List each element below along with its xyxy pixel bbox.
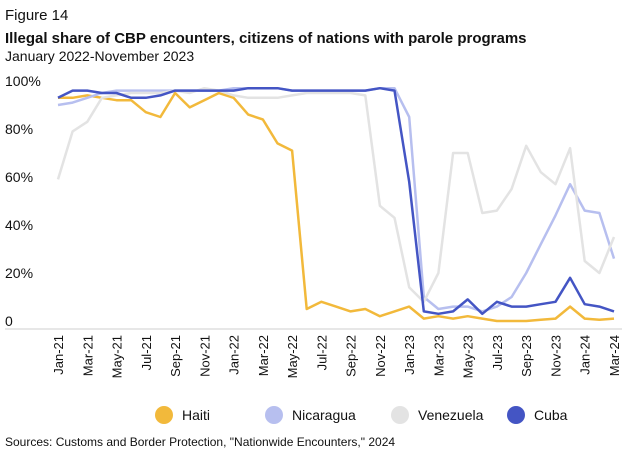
x-tick-label: Nov-22 — [373, 335, 388, 377]
x-tick-label: May-22 — [285, 335, 300, 378]
x-tick-label: Jan-22 — [227, 335, 242, 375]
x-tick-label: Mar-21 — [80, 335, 95, 376]
x-tick-label: Mar-24 — [607, 335, 622, 376]
x-tick-label: May-21 — [110, 335, 125, 378]
x-tick-label: Sep-22 — [344, 335, 359, 377]
legend-label: Haiti — [182, 407, 210, 423]
x-tick-label: Sep-23 — [519, 335, 534, 377]
series-line — [56, 86, 616, 304]
y-tick-label: 0 — [5, 313, 13, 329]
x-tick-label: Mar-23 — [431, 335, 446, 376]
y-tick-label: 100% — [5, 73, 41, 89]
source: Sources: Customs and Border Protection, … — [5, 435, 395, 449]
x-tick-label: Jul-21 — [139, 335, 154, 370]
y-tick-label: 20% — [5, 265, 33, 281]
chart-subtitle: January 2022-November 2023 — [5, 48, 194, 64]
legend-swatch — [265, 406, 283, 424]
y-tick-label: 80% — [5, 121, 33, 137]
figure-label: Figure 14 — [5, 7, 68, 24]
x-tick-label: Sep-21 — [168, 335, 183, 377]
legend-swatch — [391, 406, 409, 424]
x-tick-label: Jan-21 — [51, 335, 66, 375]
x-tick-label: Nov-21 — [197, 335, 212, 377]
series-line — [57, 86, 615, 316]
legend-label: Cuba — [534, 407, 568, 423]
legend-swatch — [155, 406, 173, 424]
y-tick-label: 40% — [5, 217, 33, 233]
x-tick-label: Jul-23 — [490, 335, 505, 370]
x-tick-label: Jul-22 — [314, 335, 329, 370]
chart-title: Illegal share of CBP encounters, citizen… — [5, 30, 527, 47]
x-tick-label: Jan-23 — [402, 335, 417, 375]
series-line — [57, 86, 616, 313]
legend-label: Venezuela — [418, 407, 484, 423]
x-tick-label: Jan-24 — [578, 335, 593, 375]
legend-label: Nicaragua — [292, 407, 356, 423]
legend-swatch — [507, 406, 525, 424]
x-tick-label: May-23 — [461, 335, 476, 378]
y-tick-label: 60% — [5, 169, 33, 185]
x-tick-label: Nov-23 — [548, 335, 563, 377]
series-line — [58, 91, 615, 323]
x-tick-label: Mar-22 — [256, 335, 271, 376]
